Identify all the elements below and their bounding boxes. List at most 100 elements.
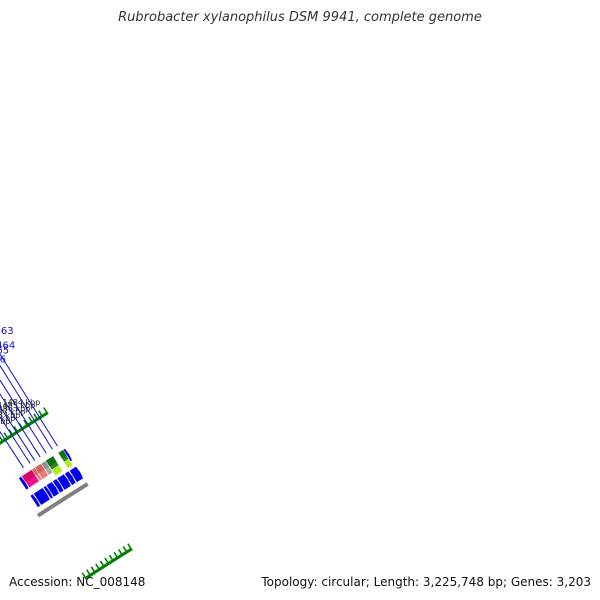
minor-tick <box>121 552 125 557</box>
minor-tick <box>106 562 110 566</box>
minor-tick <box>43 412 47 417</box>
minor-tick <box>9 434 13 438</box>
major-tick <box>13 425 19 434</box>
minor-tick <box>34 418 38 422</box>
major-tick <box>86 569 92 577</box>
inner-cds-arrow[interactable] <box>69 466 84 483</box>
gene-leader-line <box>0 379 47 454</box>
minor-tick <box>38 415 42 420</box>
minor-tick <box>87 574 91 578</box>
major-tick <box>28 416 34 425</box>
minor-tick <box>21 426 25 430</box>
major-tick <box>99 560 106 569</box>
minor-tick <box>12 432 16 437</box>
gene-leader-line <box>0 430 24 469</box>
minor-tick <box>42 413 46 417</box>
minor-tick <box>2 439 6 443</box>
scale-label: 1486 kbp <box>0 404 30 413</box>
minor-tick <box>128 548 132 552</box>
minor-tick <box>105 563 109 567</box>
gene-leader-line <box>0 393 41 458</box>
minor-tick <box>109 560 113 564</box>
minor-tick <box>44 411 48 416</box>
inner-cds-arrow[interactable] <box>42 485 54 500</box>
minor-tick <box>86 575 90 579</box>
gene-leader-line <box>0 405 36 461</box>
minor-tick <box>124 550 128 555</box>
minor-tick <box>96 568 100 572</box>
minor-tick <box>17 428 21 433</box>
minor-tick <box>95 569 99 573</box>
minor-tick <box>5 437 9 441</box>
minor-tick <box>0 440 3 445</box>
gene-leader-line <box>0 353 58 447</box>
minor-tick <box>117 554 121 559</box>
minor-tick <box>127 549 131 553</box>
major-tick <box>113 551 120 560</box>
gene-label[interactable]: Rxyl_1464 <box>0 341 15 352</box>
outer-cds-arrow[interactable] <box>18 476 30 491</box>
minor-tick <box>19 427 23 431</box>
minor-tick <box>31 420 35 424</box>
minor-tick <box>128 548 131 553</box>
scale-label: 1487 kbp <box>0 408 25 417</box>
inner-cds-arrow[interactable] <box>29 493 41 508</box>
cog-secondary-band[interactable] <box>63 458 73 469</box>
minor-tick <box>101 565 105 569</box>
accession-text: Accession: NC_008148 <box>9 575 146 589</box>
minor-tick <box>92 571 96 575</box>
minor-tick <box>112 558 116 562</box>
major-tick <box>127 543 133 551</box>
minor-tick <box>119 553 123 558</box>
cog-band-shade <box>31 467 39 476</box>
inner-cds-arrow[interactable] <box>56 473 72 491</box>
minor-tick <box>94 570 98 574</box>
minor-tick <box>0 440 4 444</box>
topology-summary: Topology: circular; Length: 3,225,748 bp… <box>261 575 591 589</box>
minor-tick <box>41 413 45 418</box>
gene-labels[interactable]: Rxyl_1469Rxyl_1468Rxyl_1467Rxyl_1466Rxyl… <box>0 326 58 469</box>
cog-layer[interactable] <box>21 449 73 489</box>
backbone-layer <box>36 482 89 518</box>
minor-tick <box>103 564 107 568</box>
minor-tick <box>23 425 27 429</box>
inner-cds-arrow[interactable] <box>52 478 65 494</box>
gene-leader-line <box>0 416 31 464</box>
map-title: Rubrobacter xylanophilus DSM 9941, compl… <box>118 10 482 25</box>
cog-band-shade <box>41 460 50 470</box>
minor-tick <box>91 571 95 576</box>
minor-tick <box>28 421 32 426</box>
inner-cds-arrow[interactable] <box>33 487 51 506</box>
cog-secondary-band[interactable] <box>51 464 64 477</box>
inner-cds-arrow[interactable] <box>64 470 77 486</box>
cog-band-shade <box>34 463 45 474</box>
major-tick <box>95 563 101 572</box>
minor-tick <box>126 549 130 554</box>
minor-tick <box>0 442 2 445</box>
minor-tick <box>99 566 103 570</box>
minor-tick <box>98 567 102 571</box>
backbone-circle <box>36 482 89 518</box>
gene-label[interactable]: Rxyl_1463 <box>0 326 14 337</box>
major-tick <box>8 429 15 437</box>
inner-cds-arrow[interactable] <box>45 481 60 498</box>
major-tick <box>104 557 110 566</box>
major-tick <box>38 410 44 418</box>
minor-tick <box>24 424 28 428</box>
minor-tick <box>37 416 41 420</box>
major-tick <box>108 554 115 563</box>
major-tick <box>33 413 39 421</box>
minor-tick <box>115 556 119 561</box>
inner-tick-ring <box>81 543 133 580</box>
major-tick <box>122 546 129 554</box>
minor-tick <box>33 418 37 423</box>
gene-label[interactable]: Rxyl_1466 <box>0 355 6 366</box>
major-tick <box>23 419 29 428</box>
scale-label: 1488 kbp <box>0 411 20 420</box>
minor-tick <box>18 428 22 432</box>
gene-label[interactable]: Rxyl_1465 <box>0 346 9 357</box>
minor-tick <box>8 435 12 439</box>
major-tick <box>3 432 10 440</box>
minor-tick <box>123 551 127 555</box>
